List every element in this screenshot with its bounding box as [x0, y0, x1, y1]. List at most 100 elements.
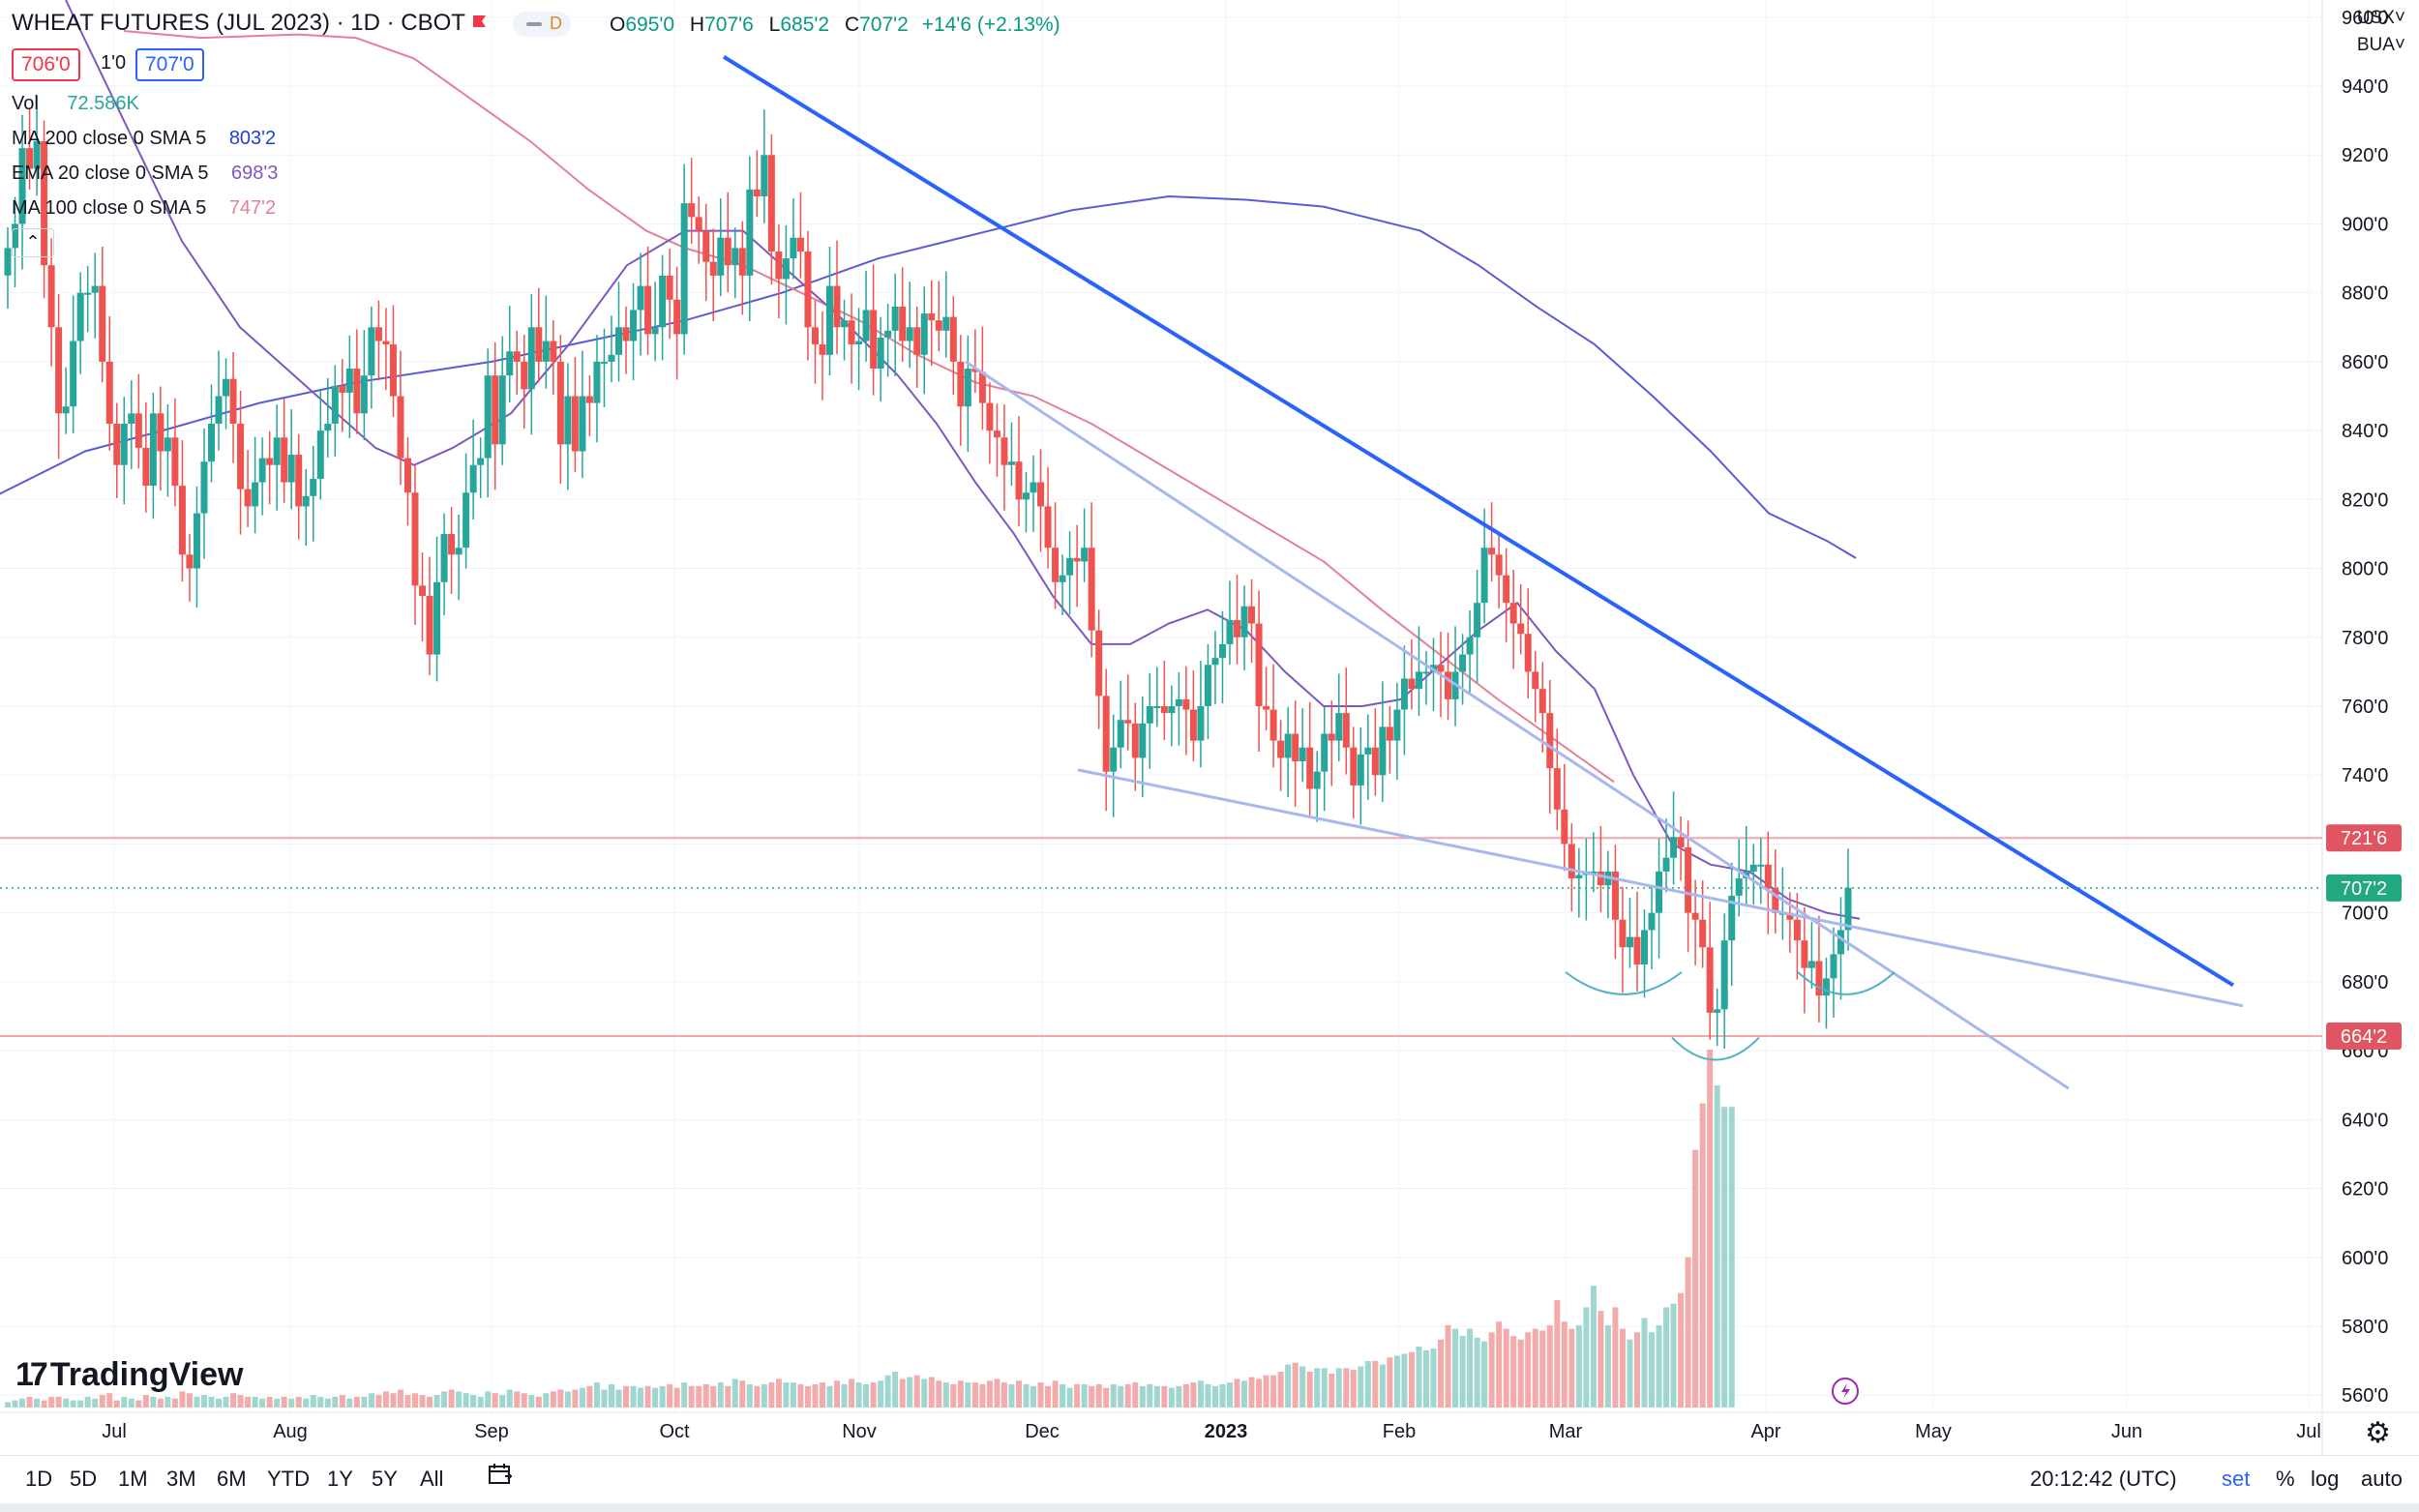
indicator-ma200[interactable]: MA 200 close 0 SMA 5 803'2 — [12, 128, 276, 150]
volume-bar — [1546, 1324, 1553, 1408]
buy-button[interactable]: 707'0 — [135, 48, 204, 81]
volume-bar — [1089, 1385, 1095, 1408]
volume-bar — [1510, 1336, 1517, 1408]
timeframe-6m[interactable]: 6M — [217, 1467, 247, 1491]
indicator-ma100[interactable]: MA 100 close 0 SMA 5 747'2 — [12, 197, 276, 220]
volume-bar — [281, 1396, 287, 1408]
timeframe-all[interactable]: All — [420, 1467, 444, 1491]
candle-body — [273, 437, 281, 465]
volume-bar — [1387, 1357, 1393, 1408]
collapse-legend-button[interactable]: ⌃ — [12, 228, 54, 257]
timeframe-1m[interactable]: 1M — [118, 1467, 148, 1491]
volume-bar — [1095, 1383, 1102, 1408]
candle-body — [790, 237, 797, 259]
candle-body — [1263, 706, 1270, 710]
sell-button[interactable]: 706'0 — [12, 48, 80, 81]
utc-clock[interactable]: 20:12:42 (UTC) — [2030, 1467, 2177, 1491]
candle-body — [542, 341, 550, 362]
volume-bar — [1015, 1380, 1022, 1408]
candle-body — [33, 141, 41, 169]
candle-body — [1793, 919, 1801, 941]
flag-icon[interactable] — [470, 14, 488, 31]
candle-body — [1538, 689, 1546, 714]
candle-body — [1474, 603, 1481, 637]
gear-icon[interactable]: ⚙ — [2365, 1417, 2391, 1449]
candle-body — [1364, 747, 1372, 755]
volume-bar — [295, 1396, 302, 1408]
chart-title[interactable]: WHEAT FUTURES (JUL 2023) · 1D · CBOT — [12, 10, 465, 36]
volume-bar — [332, 1396, 339, 1408]
candle-body — [651, 327, 659, 335]
candle-body — [556, 361, 564, 445]
timeframe-5y[interactable]: 5Y — [372, 1467, 398, 1491]
candle-body — [738, 248, 746, 276]
time-tick-label: Dec — [1025, 1421, 1060, 1442]
volume-bar — [913, 1375, 920, 1408]
time-tick-label: Jul — [2296, 1421, 2321, 1442]
timeframe-5d[interactable]: 5D — [70, 1467, 98, 1491]
candle-body — [353, 369, 361, 414]
candle-body — [1561, 809, 1568, 845]
candle-body — [761, 155, 768, 196]
volume-bar — [841, 1383, 848, 1408]
volume-bar — [739, 1380, 746, 1408]
candle-body — [1437, 665, 1445, 672]
volume-bar — [1393, 1355, 1400, 1408]
volume-bar — [41, 1400, 47, 1408]
volume-bar — [317, 1396, 324, 1408]
timeframe-1d[interactable]: 1D — [25, 1467, 53, 1491]
volume-bar — [557, 1389, 564, 1408]
indicator-params: 200 close 0 SMA 5 — [45, 128, 207, 149]
unit-selector[interactable]: BUA˅ — [2357, 35, 2405, 56]
timeframe-3m[interactable]: 3M — [166, 1467, 196, 1491]
volume-bar — [1292, 1362, 1299, 1408]
timeframe-1y[interactable]: 1Y — [327, 1467, 353, 1491]
ema-20-line — [65, 0, 1861, 920]
data-mode-toggle[interactable]: D — [513, 12, 571, 37]
candle-body — [1357, 754, 1364, 786]
auto-scale-button[interactable]: auto — [2361, 1467, 2403, 1491]
volume-bar — [623, 1385, 630, 1408]
volume-bar — [1124, 1383, 1131, 1408]
volume-bar — [652, 1387, 659, 1408]
volume-bar — [186, 1393, 193, 1408]
candle-body — [579, 396, 586, 452]
indicator-volume[interactable]: Vol 72.586K — [12, 93, 139, 115]
volume-bar — [419, 1395, 426, 1408]
tradingview-logo[interactable]: 17 TradingView — [15, 1356, 243, 1394]
volume-bar — [1103, 1387, 1110, 1408]
volume-bar — [77, 1400, 84, 1408]
volume-bar — [1299, 1366, 1306, 1408]
candle-body — [1524, 634, 1532, 672]
candle-body — [1619, 919, 1627, 948]
volume-bar — [746, 1383, 753, 1408]
volume-bar — [34, 1398, 41, 1408]
price-chart[interactable]: 960'0 940'0 920'0 900'0 880'0 860'0 840'0 820'0… — [0, 0, 2419, 1455]
percent-scale-button[interactable]: % — [2276, 1467, 2295, 1491]
candle-body — [382, 341, 390, 345]
currency-selector[interactable]: USX˅ — [2357, 8, 2405, 29]
log-scale-button[interactable]: log — [2311, 1467, 2340, 1491]
volume-bar — [346, 1398, 353, 1408]
ma-100-line — [123, 30, 1615, 784]
timeframe-ytd[interactable]: YTD — [267, 1467, 310, 1491]
indicator-ema20[interactable]: EMA 20 close 0 SMA 5 698'3 — [12, 163, 278, 185]
set-button[interactable]: set — [2222, 1467, 2251, 1491]
currency-unit: USX — [2356, 8, 2395, 28]
volume-bar — [397, 1389, 403, 1408]
volume-bar — [761, 1383, 767, 1408]
indicator-name: MA — [12, 128, 40, 149]
volume-bar — [783, 1382, 790, 1408]
volume-bar — [775, 1379, 782, 1408]
candle-body — [702, 230, 710, 262]
candle-body — [1255, 623, 1263, 706]
price-tick-label: 820'0 — [2342, 489, 2388, 511]
calendar-range-icon[interactable] — [488, 1463, 513, 1486]
price-tick-label: 740'0 — [2342, 765, 2388, 786]
candle-body — [316, 430, 324, 479]
volume-bar — [986, 1380, 993, 1408]
volume-bar — [1438, 1339, 1445, 1408]
volume-bar — [303, 1398, 310, 1408]
candle-body — [266, 458, 274, 465]
volume-bar — [157, 1398, 164, 1408]
